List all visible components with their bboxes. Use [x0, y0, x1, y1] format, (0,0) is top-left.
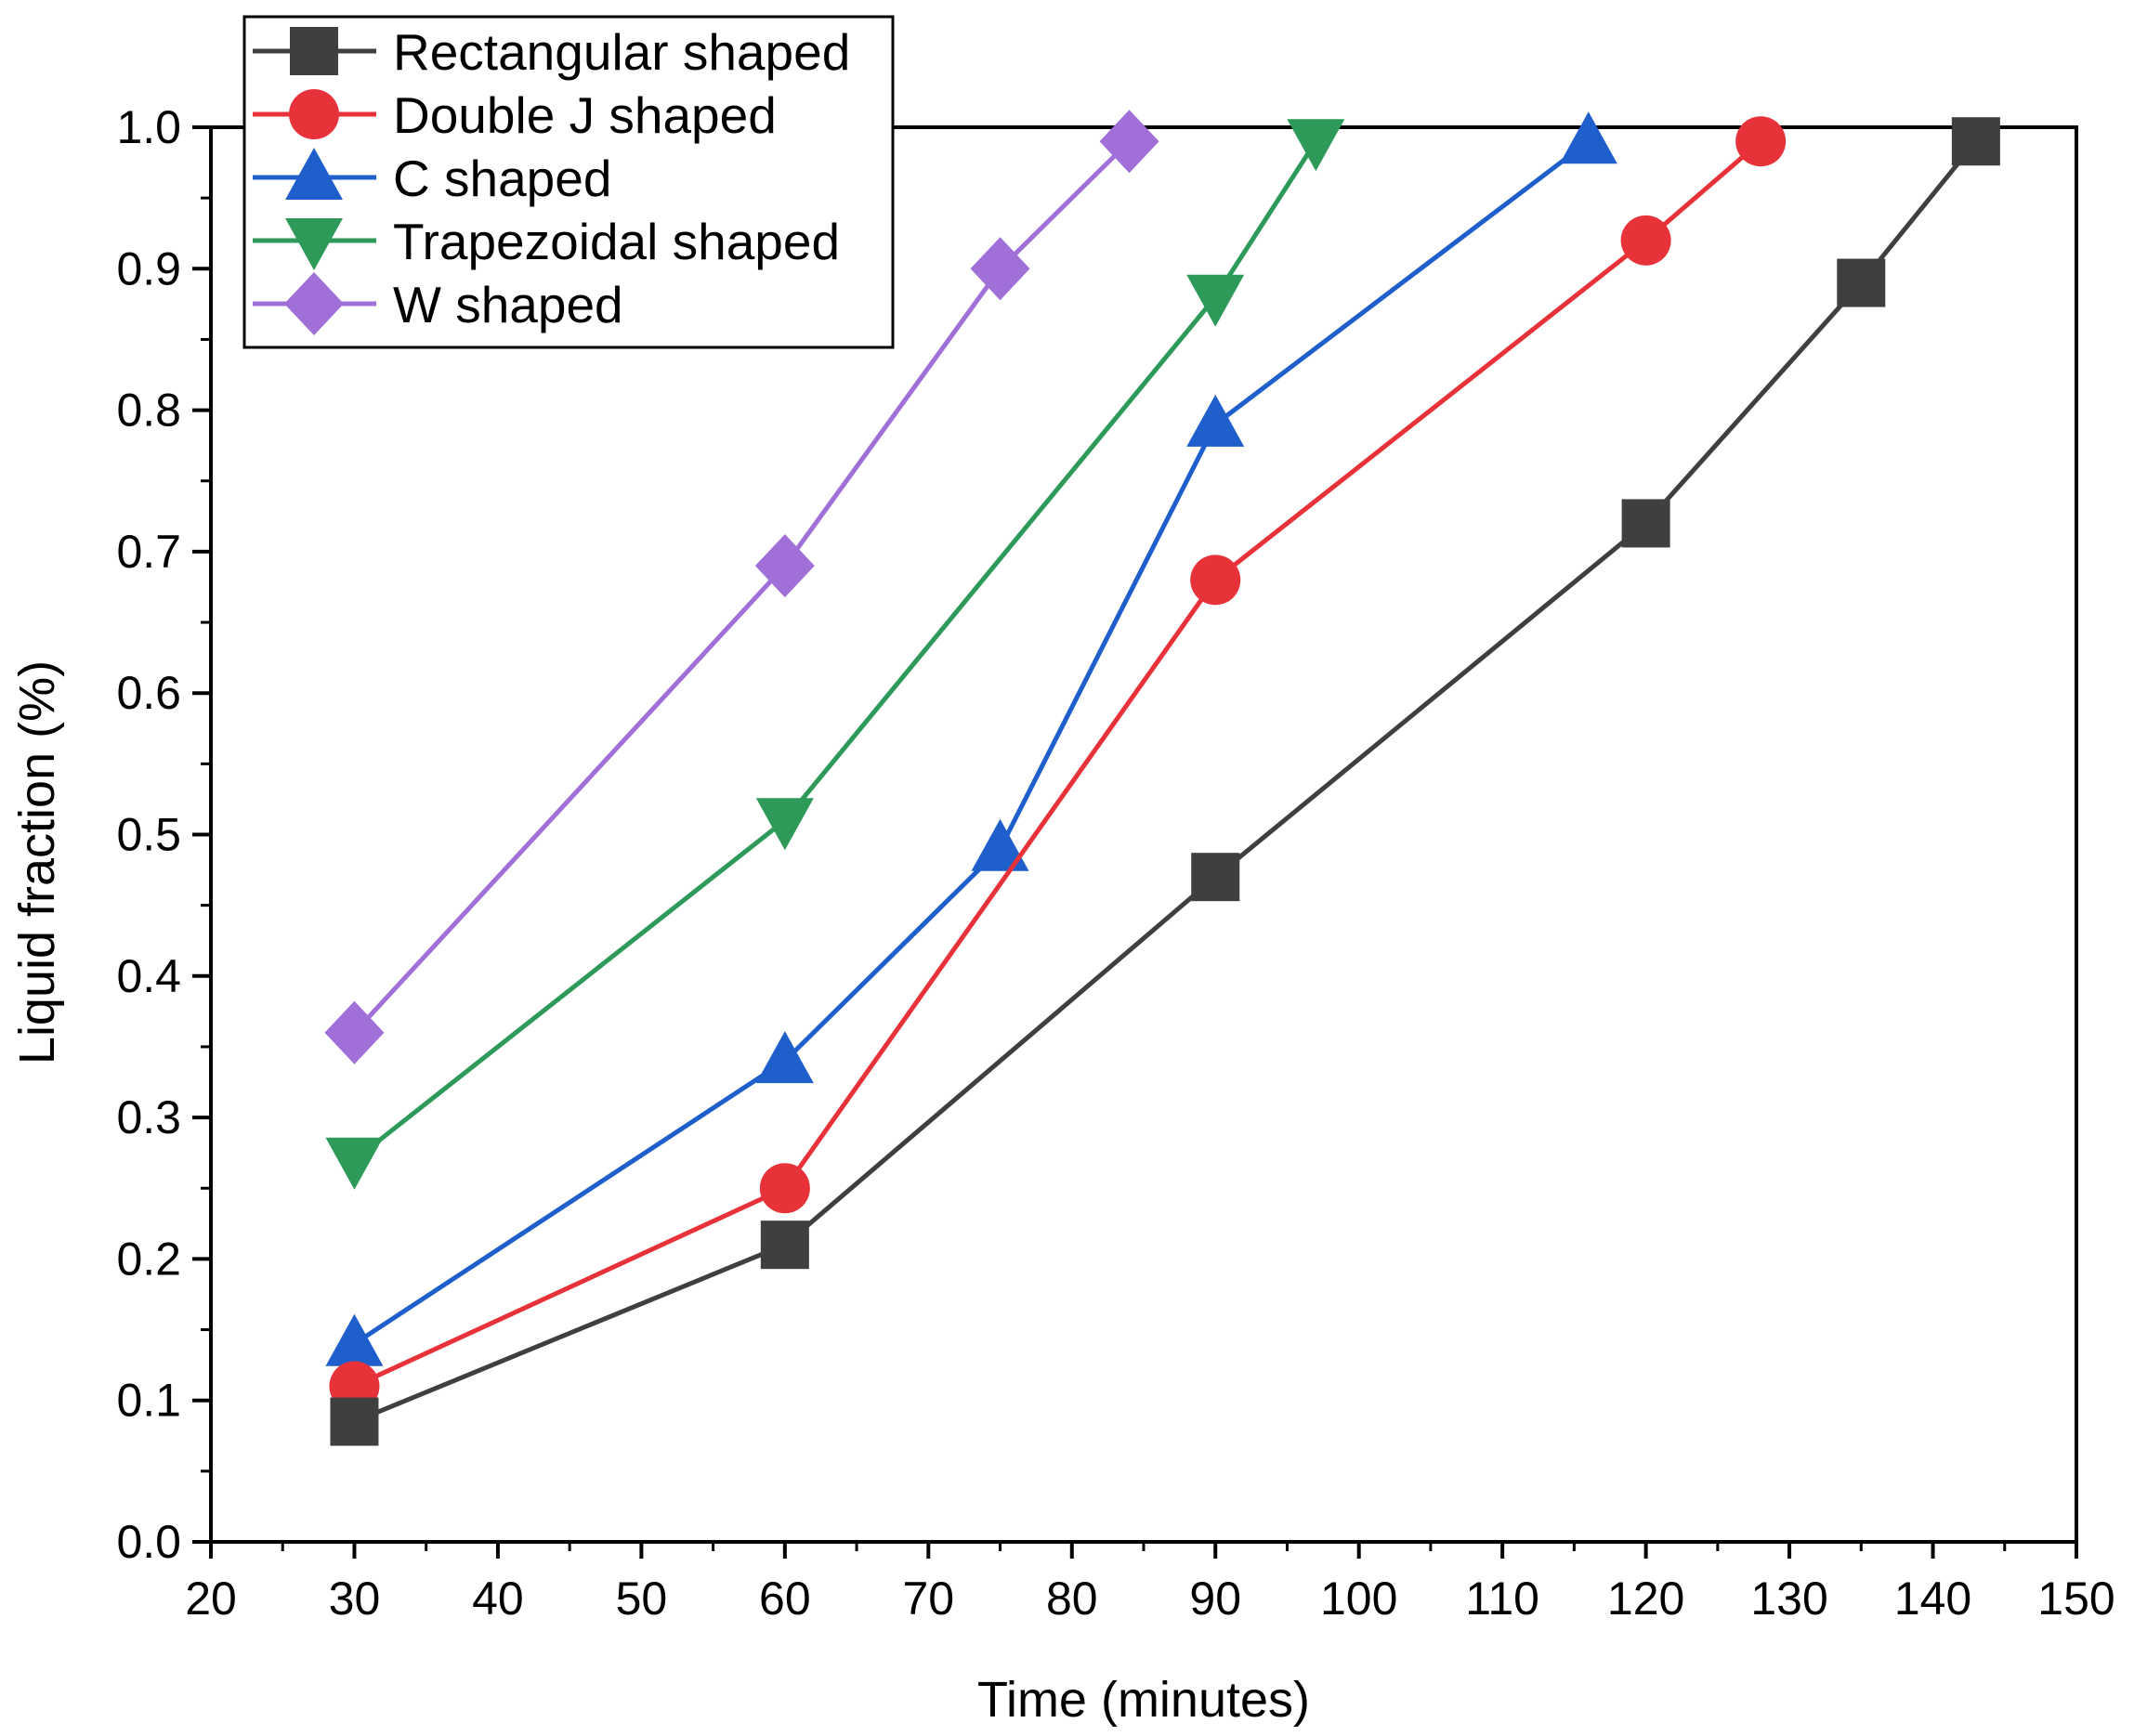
legend-item: W shaped	[253, 272, 623, 335]
legend-box	[242, 15, 895, 349]
y-tick-label: 0.6	[116, 667, 181, 719]
data-point	[1559, 111, 1617, 164]
data-point	[1621, 499, 1670, 548]
y-tick-label: 0.2	[116, 1233, 181, 1285]
x-tick-label: 50	[616, 1573, 668, 1625]
legend-item: Rectangular shaped	[253, 23, 850, 81]
data-point	[324, 1000, 385, 1064]
data-point	[755, 1031, 814, 1084]
series-0	[330, 117, 2000, 1446]
legend-item: Double J shaped	[253, 86, 777, 144]
x-tick-label: 70	[902, 1573, 954, 1625]
legend-marker	[284, 272, 344, 335]
legend-marker	[290, 27, 338, 75]
y-tick-label: 0.1	[116, 1375, 181, 1427]
series-4	[324, 110, 1159, 1064]
series-1	[329, 116, 1787, 1412]
legend-marker	[289, 89, 339, 139]
x-tick-label: 60	[759, 1573, 811, 1625]
data-point	[759, 1163, 810, 1214]
x-axis-title: Time (minutes)	[977, 1672, 1310, 1728]
x-tick-label: 130	[1750, 1573, 1827, 1625]
y-tick-label: 0.5	[116, 809, 181, 861]
series-line	[352, 139, 1318, 1162]
data-point	[971, 818, 1029, 871]
axes: 20 30 40 50 60 70 80 90 100 110 120 130 140 150 0.0 0.1…	[116, 101, 2114, 1625]
x-tick-label: 120	[1607, 1573, 1684, 1625]
legend-marker	[285, 148, 343, 200]
legend-item: Trapezoidal shaped	[253, 213, 840, 270]
y-tick-label: 0.8	[116, 385, 181, 437]
y-tick-label: 0.7	[116, 526, 181, 578]
legend-marker	[285, 218, 343, 270]
data-point	[1191, 853, 1240, 902]
x-tick-label: 140	[1894, 1573, 1971, 1625]
y-tick-label: 0.4	[116, 950, 181, 1002]
x-tick-label: 90	[1189, 1573, 1241, 1625]
plot-area	[324, 110, 2000, 1446]
series-2	[325, 111, 1617, 1366]
legend-label: Trapezoidal shaped	[393, 213, 840, 270]
x-tick-label: 110	[1465, 1573, 1539, 1625]
x-tick-label: 20	[185, 1573, 237, 1625]
x-tick-label: 100	[1320, 1573, 1397, 1625]
y-axis-title: Liquid fraction (%)	[9, 660, 65, 1064]
x-tick-label: 80	[1046, 1573, 1098, 1625]
data-point	[325, 1137, 384, 1190]
y-tick-label: 0.0	[116, 1516, 181, 1568]
series-3	[325, 119, 1345, 1190]
y-tick-label: 0.3	[116, 1091, 181, 1143]
data-point	[1287, 119, 1345, 172]
legend-label: W shaped	[393, 276, 623, 333]
data-point	[1735, 116, 1787, 167]
data-point	[1190, 555, 1241, 606]
data-point	[330, 1397, 379, 1446]
x-tick-label: 30	[329, 1573, 381, 1625]
data-point	[325, 1313, 384, 1366]
data-point	[754, 534, 815, 598]
y-tick-label: 1.0	[116, 101, 181, 153]
x-tick-label: 40	[472, 1573, 524, 1625]
legend-label: Rectangular shaped	[393, 23, 850, 81]
legend-item: C shaped	[253, 148, 611, 207]
legend-label: Double J shaped	[393, 86, 777, 144]
legend-label: C shaped	[393, 150, 611, 207]
series-line	[352, 139, 1132, 1035]
data-point	[1951, 117, 2000, 166]
data-point	[1186, 394, 1245, 447]
data-point	[1099, 110, 1159, 174]
x-tick-label: 150	[2037, 1573, 2114, 1625]
data-point	[970, 237, 1030, 301]
y-tick-label: 0.9	[116, 242, 181, 294]
data-point	[760, 1220, 809, 1270]
data-point	[755, 798, 814, 851]
data-point	[1620, 215, 1671, 266]
data-point	[1837, 258, 1886, 307]
data-point	[1186, 274, 1245, 327]
